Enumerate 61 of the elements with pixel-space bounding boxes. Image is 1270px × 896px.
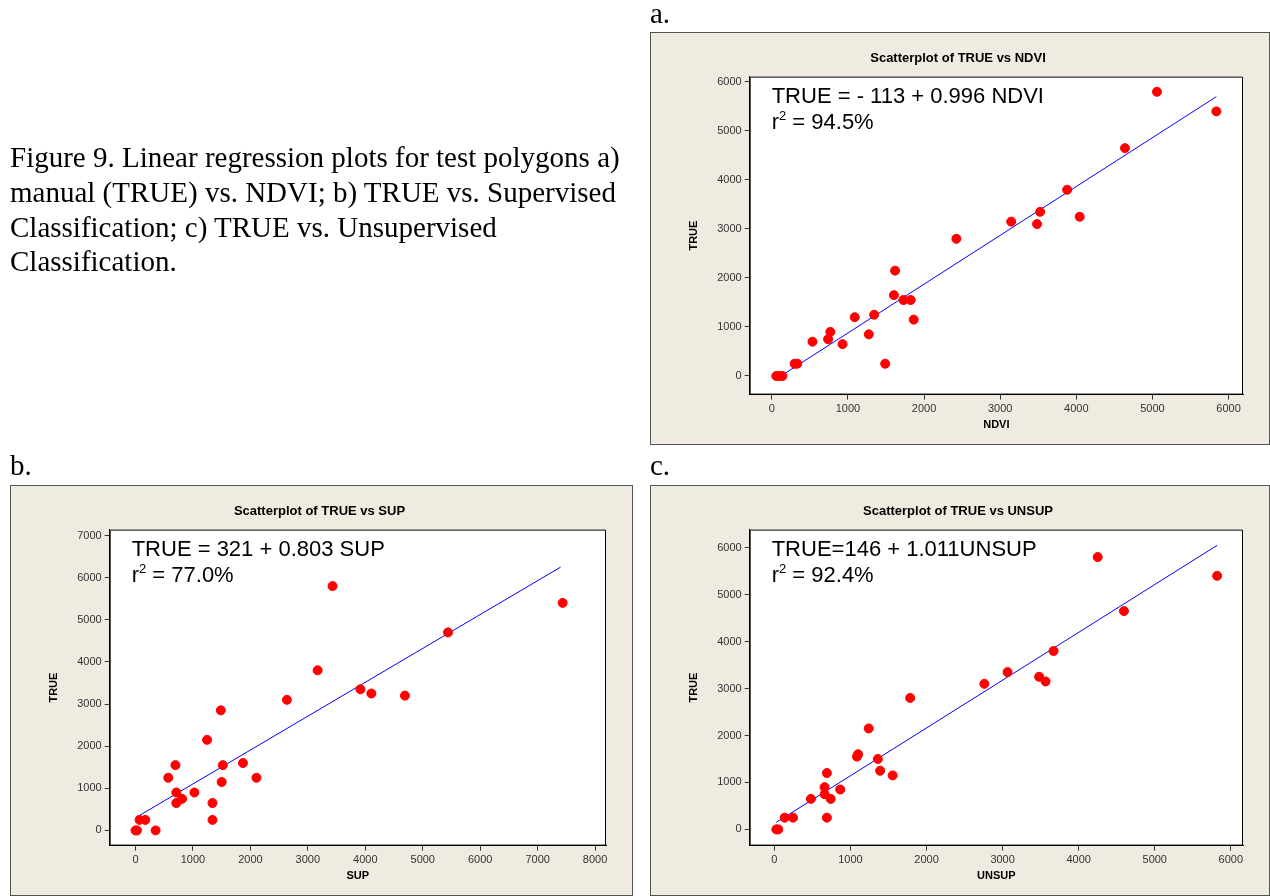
y-tick-label: 1000	[717, 775, 742, 788]
caption: Figure 9. Linear regression plots for test polygons a) manual (TRUE) vs. NDVI; b) TRUE vs. Supervised Classification; c) TRUE vs. Unsupervised Classification.	[10, 140, 620, 280]
x-tick-label: 8000	[582, 853, 608, 866]
x-tick-label: 0	[771, 853, 778, 866]
x-tick-label: 5000	[1140, 402, 1165, 415]
y-tick-label: 0	[95, 823, 102, 836]
x-tick-label: 0	[768, 402, 775, 415]
y-axis-title: TRUE	[686, 220, 699, 251]
y-tick-label: 4000	[717, 634, 742, 647]
chart-title: Scatterplot of TRUE vs SUP	[233, 503, 406, 519]
y-tick-label: 0	[735, 822, 742, 835]
x-tick-label: 1000	[838, 853, 863, 866]
y-tick-label: 1000	[717, 320, 742, 333]
text: b.	[10, 448, 33, 483]
y-tick-label: 6000	[717, 75, 742, 88]
x-tick-label: 6000	[467, 853, 493, 866]
x-tick-label: 4000	[353, 853, 378, 866]
x-tick-label: 1000	[180, 853, 206, 866]
x-tick-label: 3000	[987, 402, 1013, 415]
y-axis-title: TRUE	[46, 672, 59, 703]
annotation: TRUE = - 113 + 0.996 NDVI	[771, 82, 1044, 108]
x-tick-label: 6000	[1216, 402, 1241, 415]
y-tick-label: 1000	[77, 781, 102, 794]
y-tick-label: 6000	[77, 570, 102, 583]
x-tick-label: 2000	[914, 853, 939, 866]
y-tick-label: 2000	[77, 739, 102, 752]
x-tick-label: 6000	[1218, 853, 1244, 866]
x-tick-label: 0	[132, 853, 139, 866]
x-tick-label: 3000	[990, 853, 1015, 866]
annotation: TRUE=146 + 1.011UNSUP	[771, 535, 1037, 561]
y-tick-label: 4000	[77, 654, 102, 667]
x-tick-label: 4000	[1066, 853, 1091, 866]
y-tick-label: 0	[735, 369, 742, 382]
chart-title: Scatterplot of TRUE vs UNSUP	[863, 503, 1054, 519]
text: c.	[650, 448, 672, 483]
x-tick-label: 3000	[295, 853, 321, 866]
x-tick-label: 4000	[1064, 402, 1089, 415]
annotation: TRUE = 321 + 0.803 SUP	[131, 535, 385, 561]
y-tick-label: 3000	[717, 222, 742, 235]
x-tick-label: 2000	[238, 853, 263, 866]
y-tick-label: 5000	[717, 587, 742, 600]
y-tick-label: 3000	[717, 681, 742, 694]
x-tick-label: 5000	[410, 853, 435, 866]
y-tick-label: 6000	[717, 540, 742, 553]
y-tick-label: 5000	[77, 612, 102, 625]
text: a.	[650, 0, 672, 31]
y-tick-label: 2000	[717, 728, 742, 741]
x-tick-label: 5000	[1142, 853, 1167, 866]
x-tick-label: 1000	[835, 402, 861, 415]
x-tick-label: 2000	[911, 402, 937, 415]
x-axis-title: SUP	[346, 869, 370, 882]
x-axis-title: NDVI	[983, 418, 1010, 431]
y-tick-label: 3000	[77, 697, 102, 710]
y-tick-label: 2000	[717, 271, 742, 284]
x-tick-label: 7000	[525, 853, 550, 866]
x-axis-title: UNSUP	[977, 869, 1016, 882]
chart-title: Scatterplot of TRUE vs NDVI	[870, 50, 1046, 66]
y-tick-label: 7000	[77, 528, 102, 541]
y-tick-label: 5000	[717, 124, 742, 137]
y-axis-title: TRUE	[686, 672, 699, 703]
y-tick-label: 4000	[717, 173, 742, 186]
